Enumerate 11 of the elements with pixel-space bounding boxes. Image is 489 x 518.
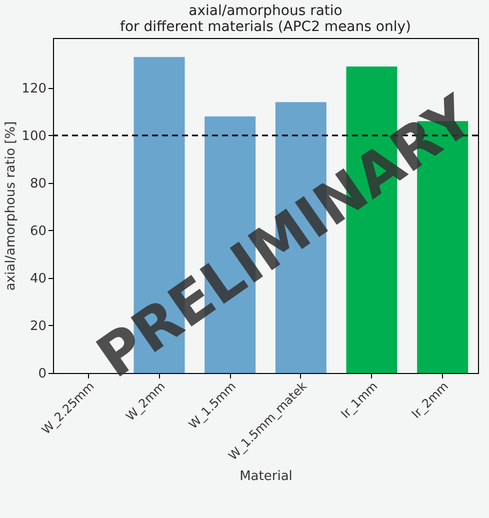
y-tick-label: 20 [30,318,46,334]
y-tick-label: 120 [22,81,46,96]
bar [204,116,256,373]
y-tick-label: 100 [22,128,46,144]
y-tick-label: 40 [30,271,46,286]
y-tick-label: 80 [30,176,46,192]
y-tick-label: 60 [30,224,46,239]
y-tick-label: 0 [38,366,46,382]
chart-title: axial/amorphous ratio for different materials (APC2 means only) [120,3,411,35]
x-axis-title: Material [240,469,292,484]
y-axis-title: axial/amorphous ratio [%] [4,121,19,291]
